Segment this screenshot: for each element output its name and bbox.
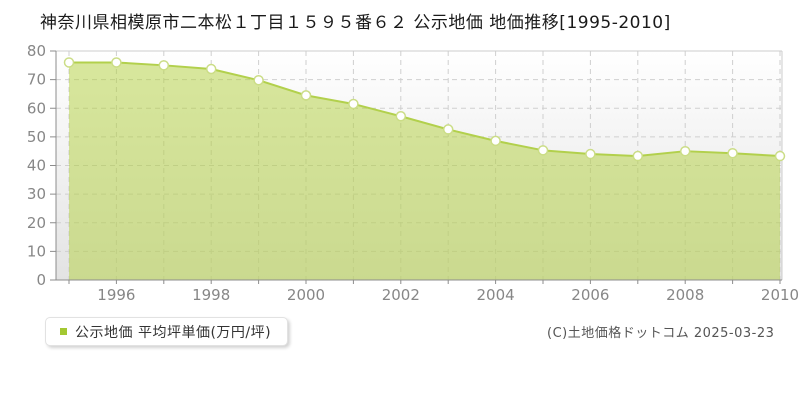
data-point bbox=[111, 57, 122, 68]
y-tick-label: 80 bbox=[27, 42, 46, 60]
legend-label: 公示地価 平均坪単価(万円/坪) bbox=[75, 324, 272, 341]
x-tick-label: 2002 bbox=[382, 286, 420, 304]
price-area bbox=[69, 62, 780, 281]
x-tick-label: 2004 bbox=[477, 286, 515, 304]
data-point bbox=[632, 150, 644, 162]
y-tick-label: 20 bbox=[27, 214, 46, 232]
x-tick-label: 1996 bbox=[97, 286, 135, 304]
x-tick-label: 2008 bbox=[666, 286, 704, 304]
data-point bbox=[63, 57, 75, 68]
x-tick-label: 1998 bbox=[192, 286, 230, 304]
data-point bbox=[205, 63, 217, 75]
y-tick-label: 40 bbox=[27, 157, 46, 175]
data-point bbox=[679, 145, 691, 157]
page-title: 神奈川県相模原市二本松１丁目１５９５番６２ 公示地価 地価推移[1995-201… bbox=[40, 13, 671, 33]
y-tick-label: 60 bbox=[27, 99, 46, 117]
copyright-text: (C)土地価格ドットコム 2025-03-23 bbox=[547, 326, 775, 341]
data-point bbox=[442, 124, 454, 135]
data-point bbox=[490, 135, 501, 147]
price-line bbox=[69, 61, 781, 158]
y-tick-label: 70 bbox=[27, 71, 46, 89]
legend: 公示地価 平均坪単価(万円/坪) bbox=[45, 317, 289, 346]
x-tick-label: 2000 bbox=[287, 286, 325, 304]
data-point bbox=[537, 145, 549, 156]
y-tick-label: 0 bbox=[36, 271, 46, 289]
data-point bbox=[300, 90, 312, 101]
y-tick-label: 10 bbox=[27, 242, 46, 260]
x-tick-label: 2006 bbox=[571, 286, 609, 304]
data-point bbox=[585, 148, 596, 160]
data-point bbox=[395, 111, 407, 122]
data-point bbox=[253, 74, 264, 86]
data-point bbox=[348, 98, 359, 110]
data-point bbox=[727, 147, 738, 159]
data-point bbox=[158, 60, 170, 71]
y-tick-label: 50 bbox=[27, 128, 46, 146]
y-tick-label: 30 bbox=[27, 185, 46, 203]
legend-marker-icon bbox=[60, 328, 67, 335]
price-trend-chart: 0 10 20 30 40 50 60 70 80 1996 1998 2000 2002 2004 200… bbox=[27, 42, 799, 304]
data-point bbox=[774, 150, 786, 162]
x-tick-label: 2010 bbox=[761, 286, 799, 304]
